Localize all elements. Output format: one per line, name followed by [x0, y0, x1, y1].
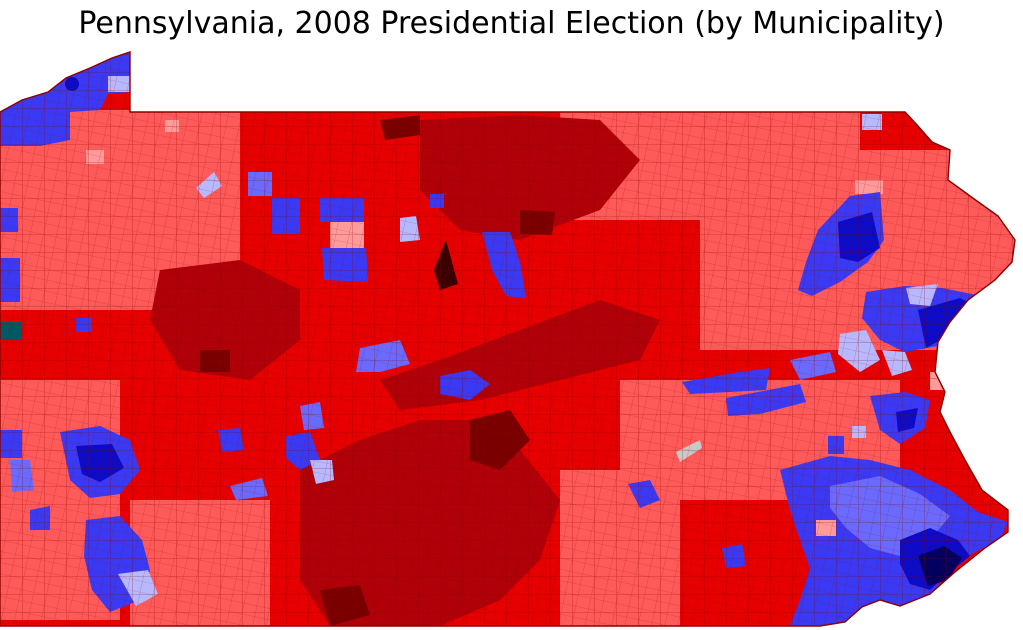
- municipality-borders-fine: [0, 52, 1015, 626]
- state-border: [0, 51, 1016, 627]
- map-title: Pennsylvania, 2008 Presidential Election…: [78, 6, 945, 41]
- municipality-regions: [0, 52, 1015, 626]
